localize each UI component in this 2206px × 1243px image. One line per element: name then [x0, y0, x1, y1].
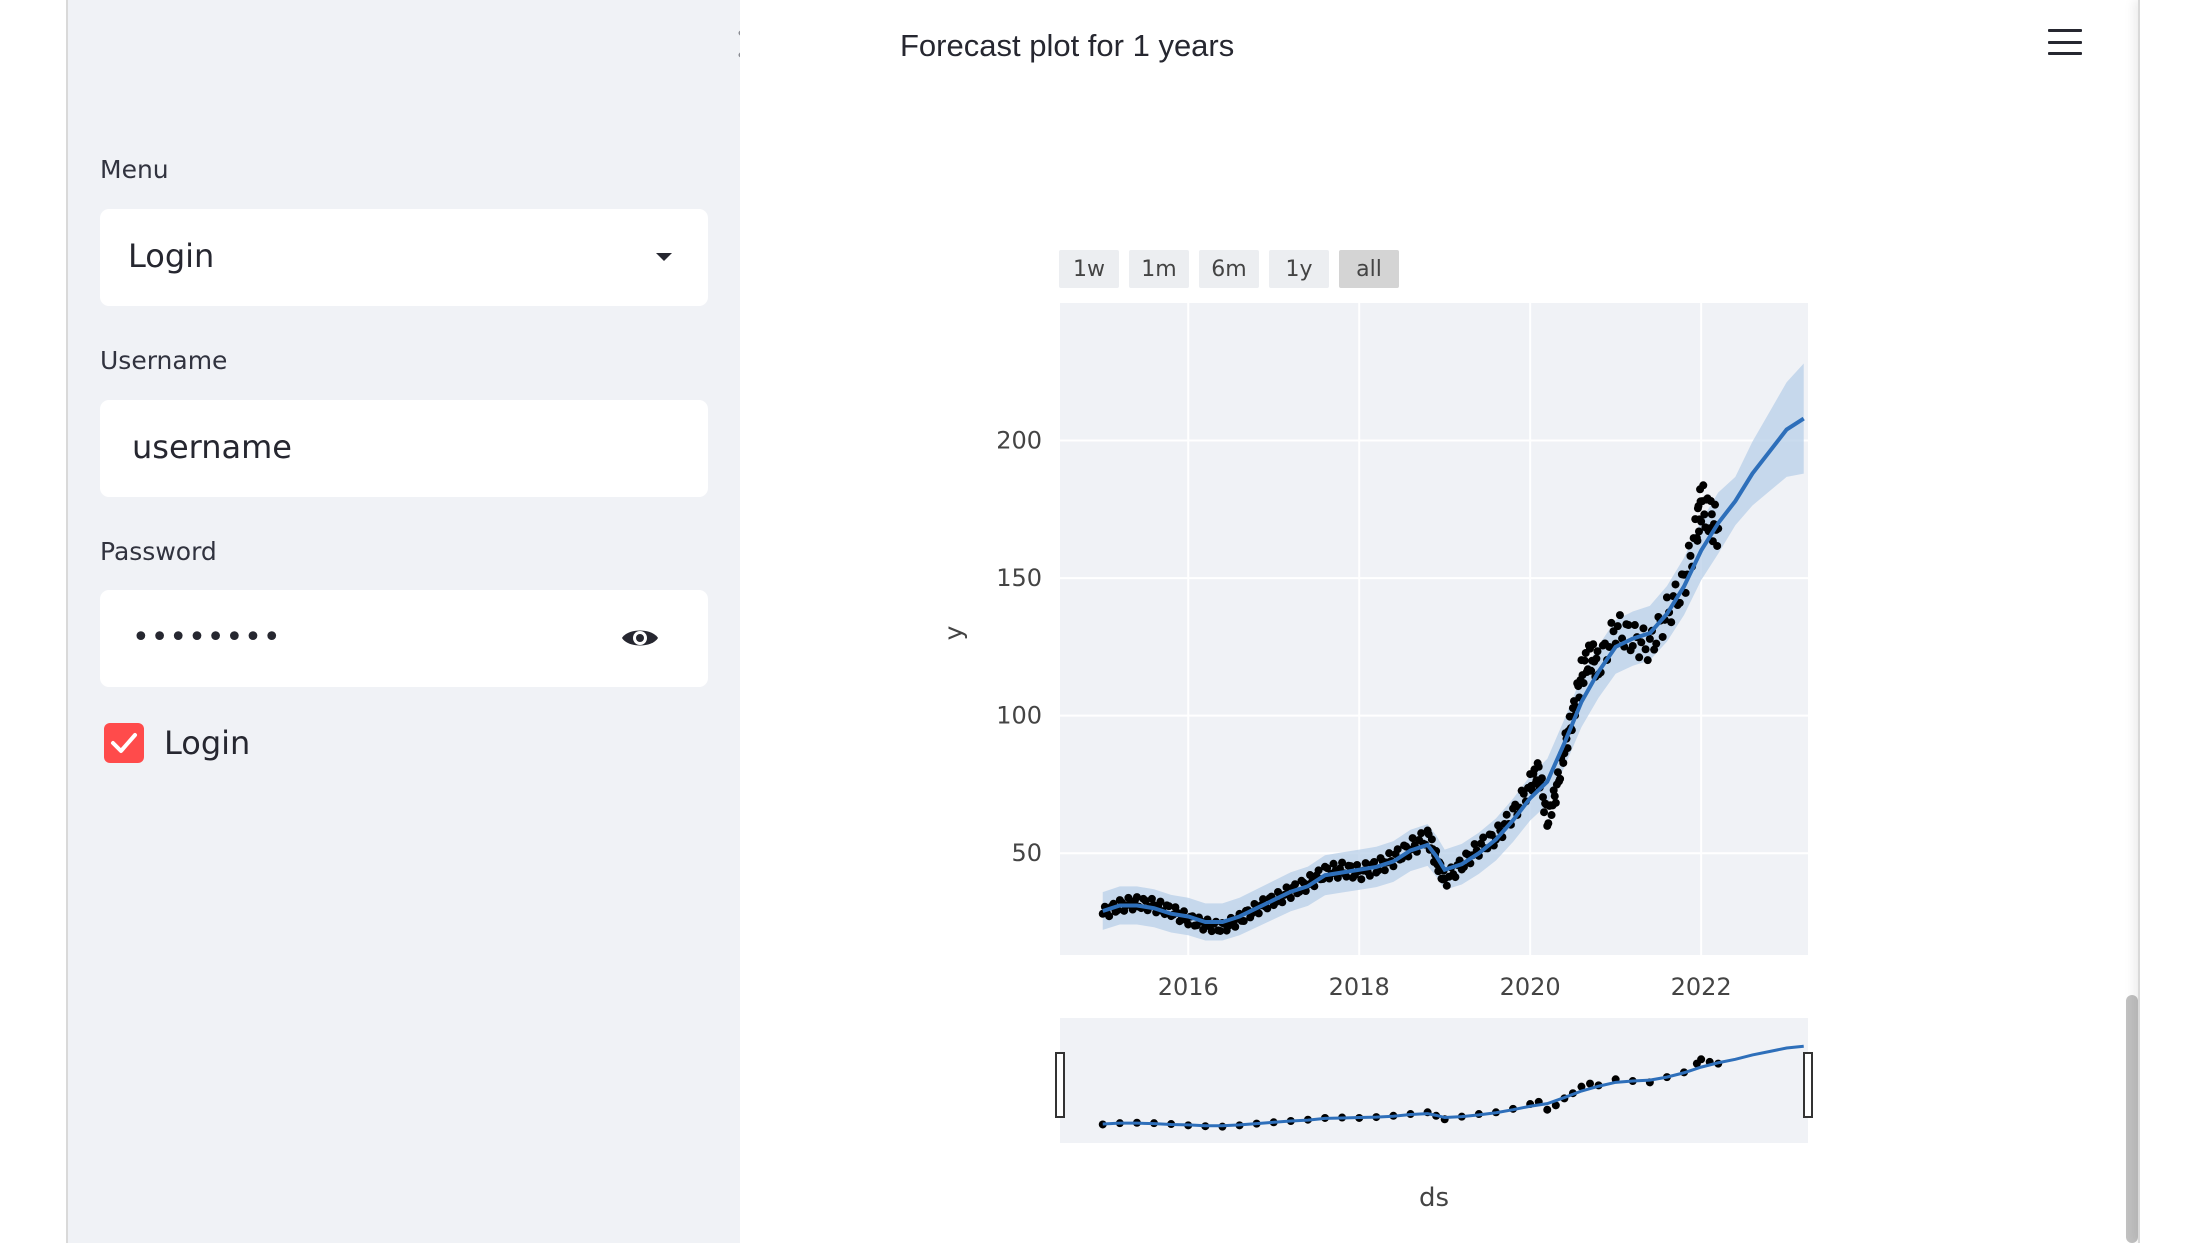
show-password-button[interactable]: [618, 620, 662, 656]
range-slider-left-handle[interactable]: [1055, 1052, 1065, 1118]
range-button-1y[interactable]: 1y: [1269, 250, 1329, 288]
chevron-down-icon: [656, 253, 672, 261]
menu-label: Menu: [100, 155, 169, 184]
hamburger-icon: [2048, 29, 2082, 32]
menu-select[interactable]: Login: [100, 209, 708, 306]
range-button-1m[interactable]: 1m: [1129, 250, 1189, 288]
window-edge-left: [0, 0, 68, 1243]
range-button-all[interactable]: all: [1339, 250, 1399, 288]
login-checkbox[interactable]: [104, 723, 144, 763]
password-field[interactable]: ••••••••: [100, 590, 708, 687]
range-slider[interactable]: [1060, 1018, 1808, 1143]
window-edge-right: [2138, 0, 2206, 1243]
chart-title: Forecast plot for 1 years: [900, 28, 1235, 63]
password-input-value: ••••••••: [132, 620, 282, 655]
range-button-6m[interactable]: 6m: [1199, 250, 1259, 288]
plot-area[interactable]: [1060, 303, 1808, 955]
scrollbar[interactable]: [2126, 995, 2138, 1243]
range-slider-right-handle[interactable]: [1803, 1052, 1813, 1118]
checkmark-icon: [111, 733, 137, 753]
eye-icon: [622, 630, 658, 646]
menu-select-value: Login: [128, 237, 215, 275]
username-field[interactable]: username: [100, 400, 708, 497]
range-button-1w[interactable]: 1w: [1059, 250, 1119, 288]
login-checkbox-label: Login: [164, 724, 251, 762]
username-input-value: username: [132, 428, 292, 466]
hamburger-menu-button[interactable]: [2048, 26, 2082, 58]
password-label: Password: [100, 537, 217, 566]
username-label: Username: [100, 346, 228, 375]
